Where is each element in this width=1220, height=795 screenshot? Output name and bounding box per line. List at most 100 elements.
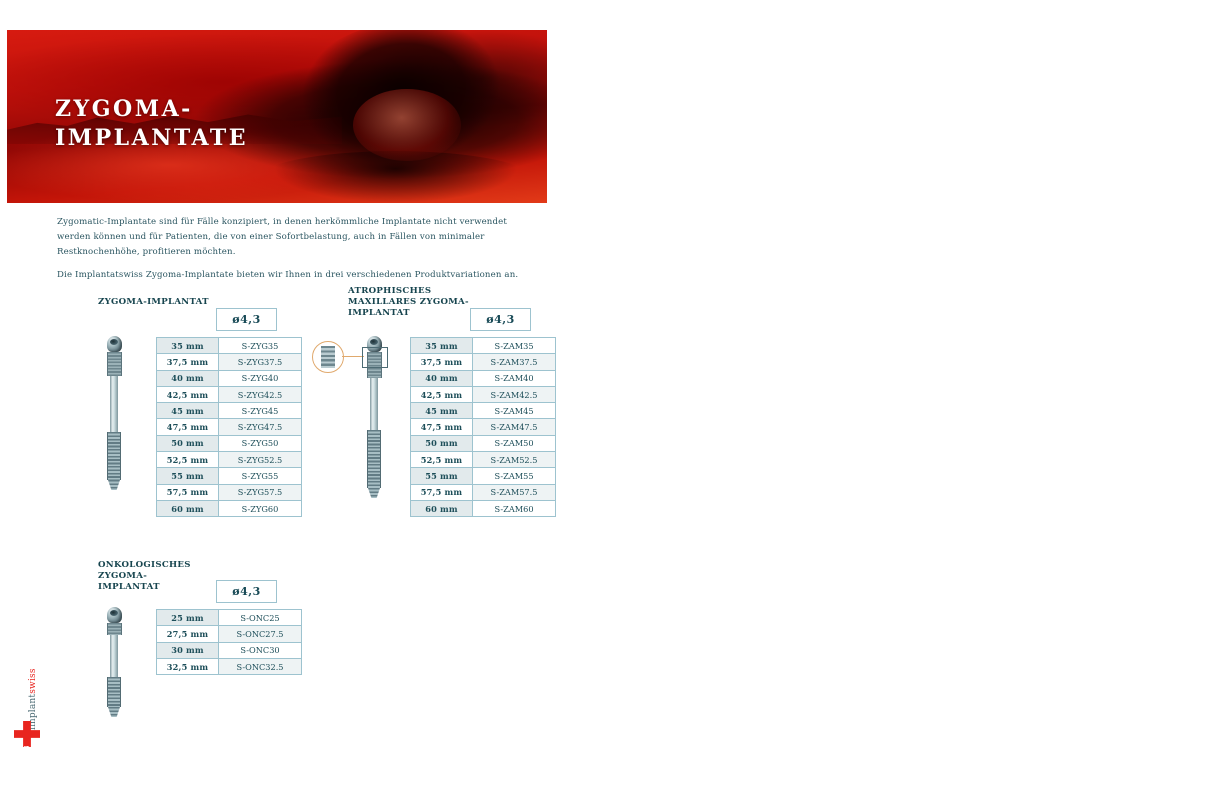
implant-head-icon-2	[366, 336, 382, 352]
page-left: ZYGOMA- IMPLANTATE Zygomatic-Implantate …	[7, 30, 556, 757]
table-row: 37,5 mm S-ZAM37.5	[410, 353, 556, 371]
page-right: ZYGOMA-IMPLANTATE OPERATIONS-SET	[610, 0, 1220, 795]
article-code-cell: S-ZYG45	[218, 402, 302, 420]
table-row: 35 mm S-ZYG35	[156, 336, 302, 355]
callout-source-frame	[362, 347, 388, 368]
implant-tip-2	[368, 488, 380, 498]
article-code-cell: S-ZAM52.5	[472, 451, 556, 469]
article-code-cell: S-ONC25	[218, 608, 302, 627]
implant-length-cell: 40 mm	[156, 369, 219, 387]
article-code-cell: S-ZYG50	[218, 434, 302, 453]
table-row: 35 mm S-ZAM35	[410, 336, 556, 355]
implant-length-cell: 47,5 mm	[410, 418, 473, 436]
hero-title-left: ZYGOMA- IMPLANTATE	[55, 96, 249, 151]
implant-shaft-2	[370, 378, 378, 430]
implant-head-icon-3	[106, 607, 122, 623]
implant-illustration-1	[103, 336, 125, 490]
table-row: 52,5 mm S-ZAM52.5	[410, 451, 556, 469]
table-row: 42,5 mm S-ZAM42.5	[410, 385, 556, 404]
table-row: 57,5 mm S-ZAM57.5	[410, 483, 556, 501]
implant-neck-2	[366, 352, 382, 378]
article-code-cell: S-ZYG42.5	[218, 385, 302, 404]
implant-thread-2	[367, 430, 381, 488]
article-code-cell: S-ZAM50	[472, 434, 556, 453]
table-row: 50 mm S-ZYG50	[156, 434, 302, 453]
article-code-cell: S-ZYG57.5	[218, 483, 302, 501]
table-row: 57,5 mm S-ZYG57.5	[156, 483, 302, 501]
implant-length-cell: 37,5 mm	[410, 353, 473, 371]
product-title-1: ZYGOMA-IMPLANTAT	[98, 297, 209, 307]
article-code-cell: S-ZAM47.5	[472, 418, 556, 436]
diameter-badge-3: ø4,3	[216, 580, 277, 603]
page-number-left: 38	[23, 744, 39, 757]
implant-illustration-3	[103, 607, 125, 717]
implant-neck	[106, 352, 122, 376]
table-row: 32,5 mm S-ONC32.5	[156, 657, 302, 676]
size-table-2: 35 mm S-ZAM35 37,5 mm S-ZAM37.5 40 mm S-ZAM40…	[410, 336, 556, 518]
article-code-cell: S-ZYG52.5	[218, 451, 302, 469]
size-table-3-body: 25 mm S-ONC25 27,5 mm S-ONC27.5 30 mm S-ONC30…	[156, 608, 302, 676]
implant-tip	[108, 480, 120, 490]
table-row: 45 mm S-ZYG45	[156, 402, 302, 420]
implant-shaft-3	[110, 635, 118, 677]
table-row: 60 mm S-ZAM60	[410, 499, 556, 518]
product-title-2: ATROPHISCHES MAXILLARES ZYGOMA- IMPLANTA…	[348, 286, 469, 319]
implant-length-cell: 25 mm	[156, 608, 219, 627]
implant-length-cell: 52,5 mm	[156, 451, 219, 469]
table-row: 25 mm S-ONC25	[156, 608, 302, 627]
product-title-3: ONKOLOGISCHES ZYGOMA- IMPLANTAT	[98, 560, 191, 593]
implant-tip-3	[108, 707, 120, 717]
implant-length-cell: 32,5 mm	[156, 657, 219, 676]
diameter-badge-1: ø4,3	[216, 308, 277, 331]
implant-thread-3	[107, 677, 121, 707]
implant-length-cell: 52,5 mm	[410, 451, 473, 469]
implant-length-cell: 60 mm	[410, 499, 473, 518]
intro-text: Zygomatic-Implantate sind für Fälle konz…	[57, 215, 537, 283]
table-row: 52,5 mm S-ZYG52.5	[156, 451, 302, 469]
hero-image-left	[7, 30, 547, 203]
size-table-3: 25 mm S-ONC25 27,5 mm S-ONC27.5 30 mm S-ONC30…	[156, 608, 302, 676]
implant-length-cell: 50 mm	[156, 434, 219, 453]
implant-head-icon	[106, 336, 122, 352]
article-code-cell: S-ZAM60	[472, 499, 556, 518]
table-row: 47,5 mm S-ZAM47.5	[410, 418, 556, 436]
implant-length-cell: 30 mm	[156, 641, 219, 659]
article-code-cell: S-ZAM45	[472, 402, 556, 420]
implant-length-cell: 27,5 mm	[156, 625, 219, 643]
implant-length-cell: 57,5 mm	[410, 483, 473, 501]
implant-neck-3	[106, 623, 122, 635]
table-row: 37,5 mm S-ZYG37.5	[156, 353, 302, 371]
logo-wordmark-left: implantswiss	[28, 668, 38, 730]
implant-length-cell: 40 mm	[410, 369, 473, 387]
article-code-cell: S-ONC32.5	[218, 657, 302, 676]
implant-illustration-2	[363, 336, 385, 498]
article-code-cell: S-ZYG35	[218, 336, 302, 355]
article-code-cell: S-ONC27.5	[218, 625, 302, 643]
article-code-cell: S-ZYG60	[218, 499, 302, 518]
implant-length-cell: 45 mm	[410, 402, 473, 420]
implant-length-cell: 60 mm	[156, 499, 219, 518]
table-row: 40 mm S-ZYG40	[156, 369, 302, 387]
table-row: 55 mm S-ZAM55	[410, 467, 556, 485]
size-table-1: 35 mm S-ZYG35 37,5 mm S-ZYG37.5 40 mm S-ZYG40…	[156, 336, 302, 518]
implant-shaft	[110, 376, 118, 432]
table-row: 27,5 mm S-ONC27.5	[156, 625, 302, 643]
implant-length-cell: 55 mm	[410, 467, 473, 485]
size-table-2-body: 35 mm S-ZAM35 37,5 mm S-ZAM37.5 40 mm S-ZAM40…	[410, 336, 556, 518]
table-row: 55 mm S-ZYG55	[156, 467, 302, 485]
implant-length-cell: 47,5 mm	[156, 418, 219, 436]
article-code-cell: S-ZYG40	[218, 369, 302, 387]
product-onkologisches: ONKOLOGISCHES ZYGOMA- IMPLANTAT	[98, 560, 191, 594]
hero-banner-left	[7, 30, 547, 203]
callout-thread-detail	[321, 346, 335, 368]
hero-left-person-face	[352, 88, 461, 162]
implant-length-cell: 57,5 mm	[156, 483, 219, 501]
implant-length-cell: 42,5 mm	[410, 385, 473, 404]
implant-length-cell: 42,5 mm	[156, 385, 219, 404]
table-row: 50 mm S-ZAM50	[410, 434, 556, 453]
article-code-cell: S-ZAM55	[472, 467, 556, 485]
table-row: 60 mm S-ZYG60	[156, 499, 302, 518]
article-code-cell: S-ZAM42.5	[472, 385, 556, 404]
diameter-badge-2: ø4,3	[470, 308, 531, 331]
article-code-cell: S-ZAM35	[472, 336, 556, 355]
